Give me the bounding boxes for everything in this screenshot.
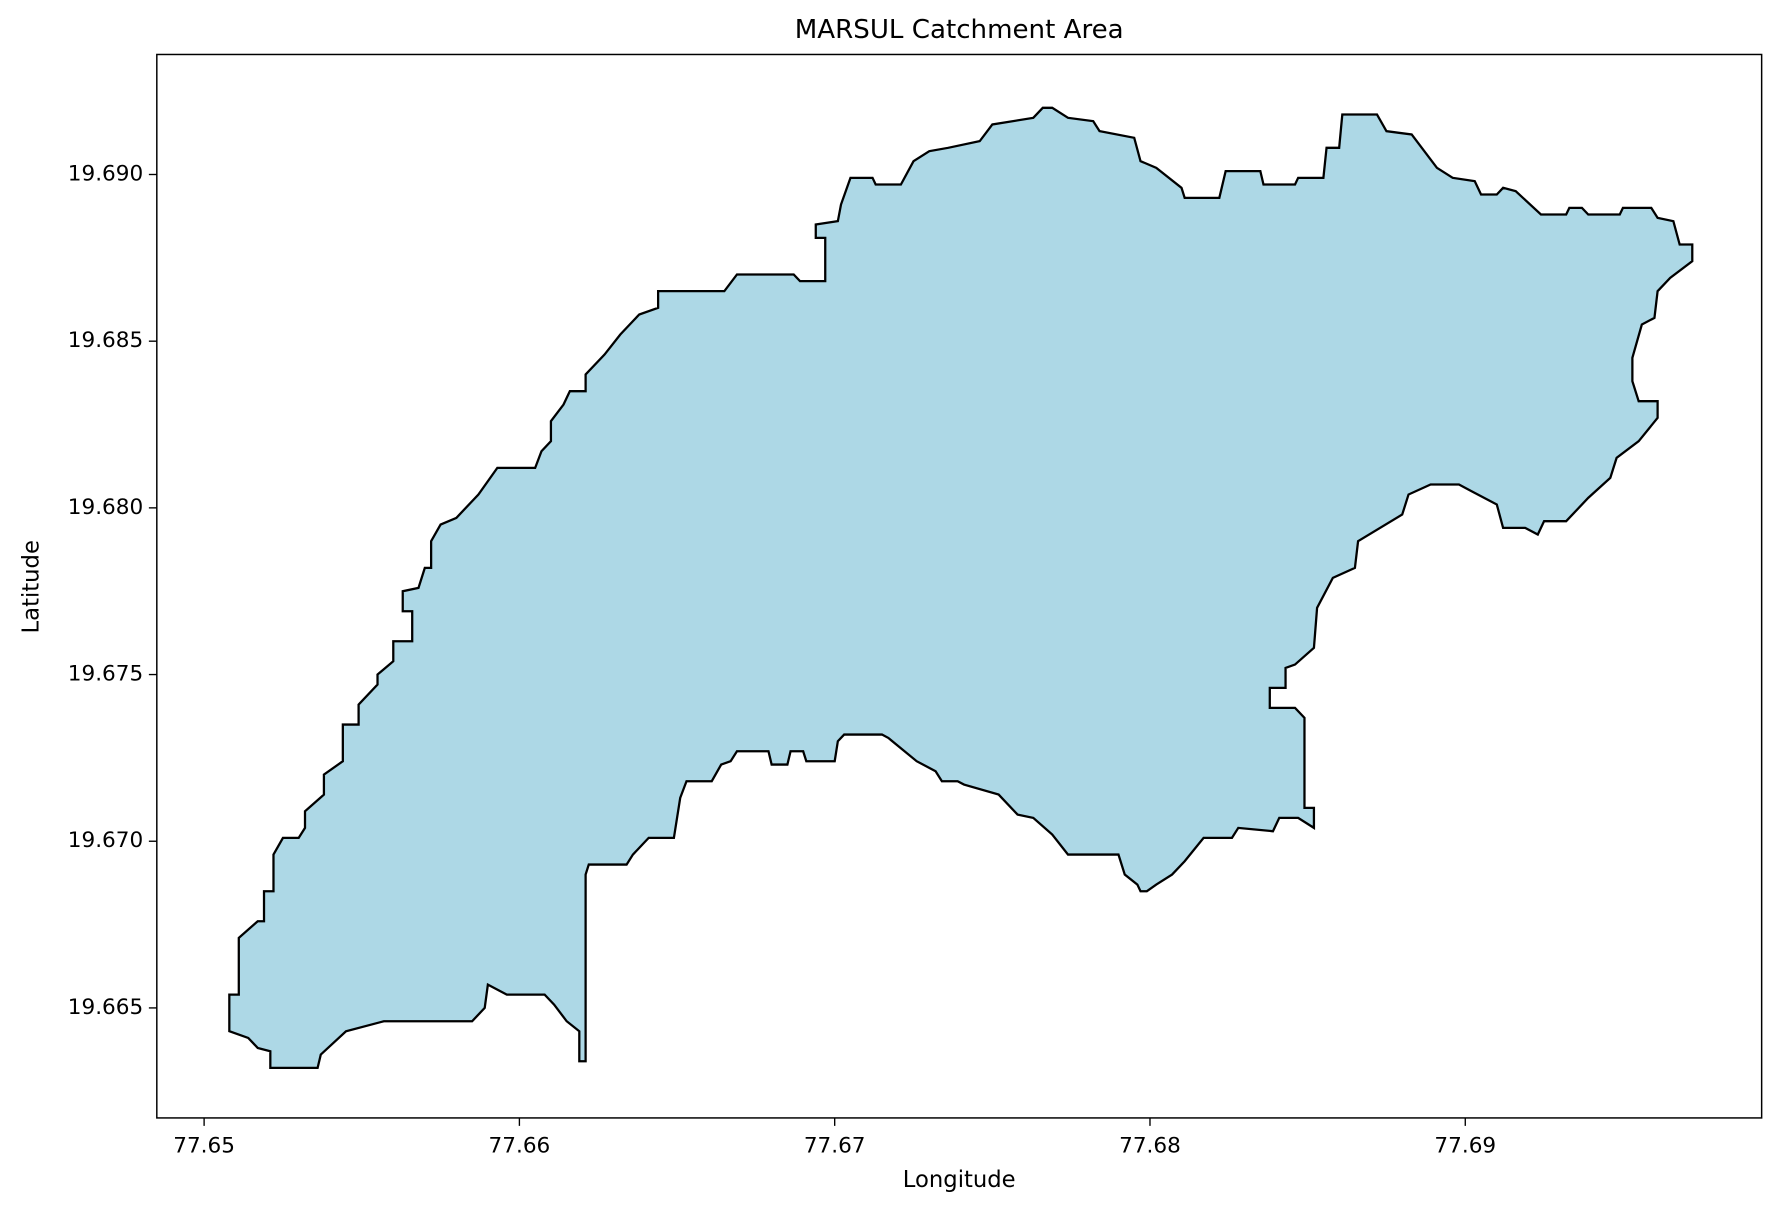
y-tick-label: 19.680 [68,495,143,520]
y-axis-label: Latitude [18,540,44,633]
x-tick-label: 77.67 [804,1133,866,1158]
x-axis-label: Longitude [903,1167,1016,1193]
catchment-area [228,106,1694,1070]
chart-title: MARSUL Catchment Area [795,15,1124,45]
x-tick-label: 77.65 [173,1133,235,1158]
x-tick-label: 77.69 [1434,1133,1496,1158]
y-tick-label: 19.670 [68,828,143,853]
x-tick-label: 77.68 [1119,1133,1181,1158]
y-tick-label: 19.665 [68,995,143,1020]
y-tick-label: 19.690 [68,161,143,186]
y-tick-label: 19.675 [68,662,143,687]
y-tick-label: 19.685 [68,328,143,353]
x-tick-label: 77.66 [489,1133,551,1158]
plot-frame [156,53,1763,1119]
